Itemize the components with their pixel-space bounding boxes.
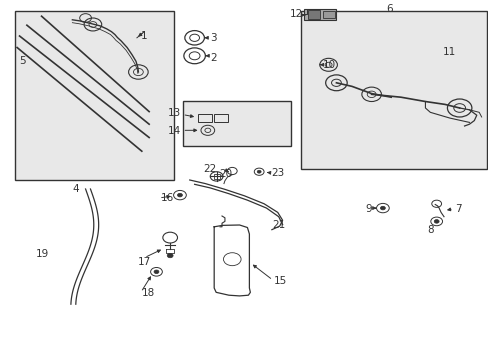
Circle shape <box>380 206 385 210</box>
Text: 2: 2 <box>210 53 217 63</box>
Text: 8: 8 <box>426 225 433 235</box>
Text: 21: 21 <box>271 220 285 230</box>
Text: 4: 4 <box>72 184 79 194</box>
Text: 3: 3 <box>210 33 217 43</box>
Text: 12: 12 <box>289 9 303 19</box>
Bar <box>300 11 486 169</box>
Text: 14: 14 <box>167 126 181 136</box>
Circle shape <box>167 253 173 258</box>
Text: 6: 6 <box>386 4 392 14</box>
Bar <box>198 114 211 122</box>
Text: 13: 13 <box>167 108 181 118</box>
Text: 22: 22 <box>203 164 217 174</box>
Bar <box>15 11 173 180</box>
Text: 19: 19 <box>36 249 49 259</box>
Bar <box>183 101 290 146</box>
Text: 18: 18 <box>142 288 155 298</box>
Text: 7: 7 <box>454 204 461 214</box>
Bar <box>322 11 334 18</box>
Circle shape <box>433 220 438 223</box>
Circle shape <box>154 270 159 274</box>
Circle shape <box>257 170 261 173</box>
Circle shape <box>177 193 182 197</box>
Text: 1: 1 <box>141 31 147 41</box>
Text: 15: 15 <box>273 276 286 286</box>
Text: 23: 23 <box>271 168 284 178</box>
Text: 20: 20 <box>219 169 232 179</box>
Text: 5: 5 <box>20 56 26 66</box>
Text: 10: 10 <box>322 60 335 70</box>
Bar <box>304 9 335 20</box>
Bar <box>213 174 219 179</box>
Text: 16: 16 <box>160 193 173 203</box>
Text: 17: 17 <box>137 257 151 267</box>
Text: 9: 9 <box>364 204 371 214</box>
Bar <box>214 114 227 122</box>
Text: 11: 11 <box>442 47 456 57</box>
Bar <box>307 10 320 19</box>
